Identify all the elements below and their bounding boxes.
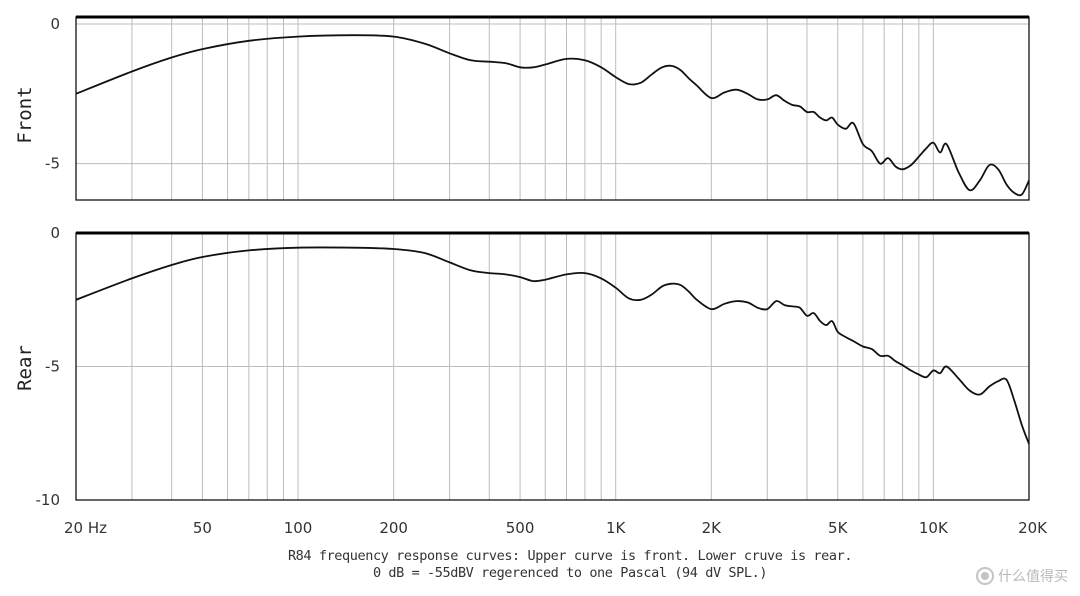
x-tick-label: 20K xyxy=(1018,519,1048,537)
y-tick-label: -10 xyxy=(36,491,61,509)
front-response-panel: 0 -5 Front xyxy=(14,15,1030,201)
panel-ylabel: Rear xyxy=(14,345,36,391)
plot-frame xyxy=(75,16,1030,201)
response-curve xyxy=(75,34,1030,197)
x-tick-label: 100 xyxy=(284,519,313,537)
x-tick-label: 200 xyxy=(379,519,408,537)
frequency-axis: 20 Hz 50 100 200 500 1K 2K 5K 10K 20K xyxy=(64,519,1048,537)
y-tick-label: -5 xyxy=(45,155,60,173)
x-tick-label: 5K xyxy=(828,519,849,537)
smzdm-logo-icon xyxy=(976,567,994,585)
x-tick-label: 500 xyxy=(506,519,535,537)
x-tick-label: 1K xyxy=(606,519,627,537)
y-tick-label: -5 xyxy=(45,358,60,376)
x-tick-label: 20 Hz xyxy=(64,519,107,537)
x-tick-label: 50 xyxy=(193,519,212,537)
x-tick-label: 10K xyxy=(919,519,949,537)
caption-line-1: R84 frequency response curves: Upper cur… xyxy=(287,548,853,564)
rear-response-panel: 0 -5 -10 Rear xyxy=(14,224,1030,509)
y-tick-label: 0 xyxy=(50,224,60,242)
watermark: 什么值得买 xyxy=(976,566,1068,586)
caption-line-2: 0 dB = -55dBV regerenced to one Pascal (… xyxy=(372,565,768,581)
watermark-text: 什么值得买 xyxy=(998,568,1068,584)
response-curve xyxy=(75,246,1030,445)
x-tick-label: 2K xyxy=(702,519,723,537)
y-tick-label: 0 xyxy=(50,15,60,33)
panel-ylabel: Front xyxy=(14,86,36,143)
